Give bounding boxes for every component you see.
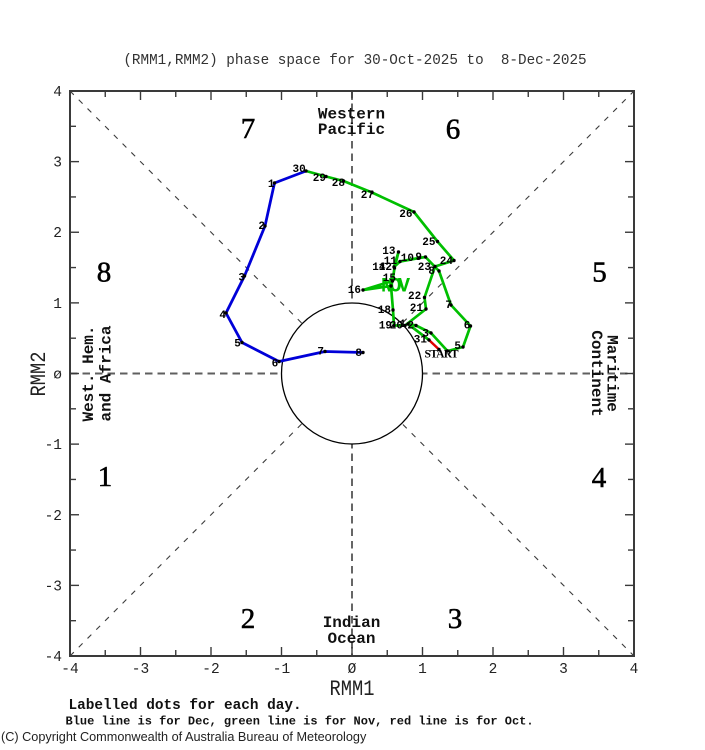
svg-text:1: 1	[418, 662, 427, 678]
svg-text:2: 2	[241, 603, 256, 635]
svg-text:2: 2	[53, 226, 62, 242]
svg-text:26: 26	[399, 209, 412, 221]
svg-text:5: 5	[592, 257, 607, 289]
svg-text:29: 29	[313, 173, 326, 185]
svg-text:9: 9	[415, 252, 422, 264]
svg-text:13: 13	[382, 246, 396, 258]
svg-text:START: START	[425, 349, 459, 361]
svg-text:10: 10	[401, 253, 414, 265]
svg-text:(RMM1,RMM2) phase space for 30: (RMM1,RMM2) phase space for 30-Oct-2025 …	[123, 53, 586, 69]
svg-text:-2: -2	[45, 509, 62, 525]
svg-text:3: 3	[559, 662, 568, 678]
svg-text:19: 19	[379, 321, 392, 333]
svg-text:Continent: Continent	[587, 330, 605, 416]
svg-text:-2: -2	[202, 662, 219, 678]
svg-text:8: 8	[97, 257, 112, 289]
svg-text:2: 2	[407, 321, 414, 333]
svg-text:4: 4	[53, 85, 62, 101]
svg-text:24: 24	[440, 256, 454, 268]
svg-text:21: 21	[410, 303, 424, 315]
svg-text:5: 5	[234, 338, 241, 350]
svg-text:ø: ø	[53, 368, 62, 384]
svg-text:3: 3	[53, 156, 62, 172]
svg-text:3: 3	[448, 603, 463, 635]
svg-text:1: 1	[268, 179, 275, 191]
svg-text:and Africa: and Africa	[98, 325, 116, 421]
svg-text:NOV: NOV	[381, 276, 410, 299]
svg-text:14: 14	[372, 262, 386, 274]
svg-text:1: 1	[53, 297, 62, 313]
svg-text:8: 8	[355, 348, 362, 360]
svg-text:22: 22	[408, 291, 421, 303]
svg-text:3: 3	[422, 329, 429, 341]
svg-text:(C) Copyright Commonwealth of: (C) Copyright Commonwealth of Australia …	[1, 730, 367, 744]
svg-text:2: 2	[258, 221, 265, 233]
svg-text:4: 4	[592, 462, 607, 494]
svg-text:6: 6	[272, 359, 279, 371]
svg-text:31: 31	[414, 335, 428, 347]
svg-text:11: 11	[384, 256, 398, 268]
svg-text:7: 7	[241, 113, 256, 145]
svg-text:8: 8	[428, 266, 435, 278]
svg-text:28: 28	[332, 178, 346, 190]
svg-text:RMM1: RMM1	[330, 678, 375, 703]
svg-text:West. Hem.: West. Hem.	[80, 325, 98, 421]
svg-text:3: 3	[238, 272, 245, 284]
svg-text:-4: -4	[45, 650, 62, 666]
svg-text:Maritime: Maritime	[603, 335, 621, 412]
svg-text:Western: Western	[318, 106, 385, 124]
svg-text:7: 7	[317, 347, 324, 359]
svg-text:Ø: Ø	[348, 662, 357, 678]
svg-text:Labelled dots for each day.: Labelled dots for each day.	[69, 698, 302, 714]
svg-text:-3: -3	[45, 579, 62, 595]
svg-text:6: 6	[464, 321, 471, 333]
svg-text:15: 15	[383, 273, 397, 285]
svg-text:23: 23	[418, 262, 432, 274]
svg-text:4: 4	[219, 310, 226, 322]
svg-text:7: 7	[445, 300, 452, 312]
svg-text:-4: -4	[61, 662, 78, 678]
svg-text:20: 20	[390, 321, 403, 333]
svg-text:1: 1	[399, 319, 406, 331]
svg-text:16: 16	[348, 285, 361, 297]
svg-text:RMM2: RMM2	[28, 352, 53, 397]
svg-text:-1: -1	[45, 438, 62, 454]
svg-text:-1: -1	[273, 662, 290, 678]
svg-text:27: 27	[361, 190, 374, 202]
svg-text:-3: -3	[132, 662, 149, 678]
svg-text:1: 1	[98, 461, 113, 493]
svg-text:Pacific: Pacific	[318, 121, 385, 139]
svg-text:18: 18	[378, 305, 392, 317]
svg-text:25: 25	[422, 237, 436, 249]
svg-text:12: 12	[379, 262, 392, 274]
svg-text:Indian: Indian	[323, 614, 381, 632]
svg-text:30: 30	[292, 164, 305, 176]
svg-text:2: 2	[489, 662, 498, 678]
svg-text:Ocean: Ocean	[327, 630, 375, 648]
svg-text:5: 5	[454, 341, 461, 353]
svg-text:6: 6	[446, 114, 461, 146]
svg-text:4: 4	[630, 662, 639, 678]
svg-text:Blue line is for Dec, green li: Blue line is for Dec, green line is for …	[66, 715, 534, 729]
